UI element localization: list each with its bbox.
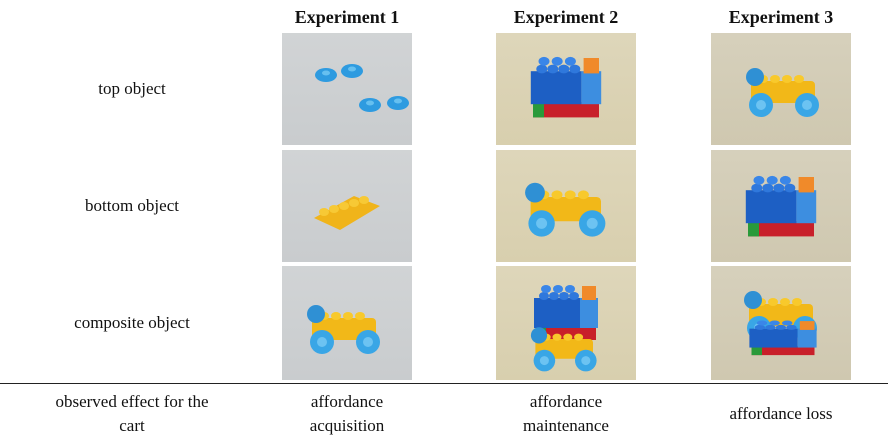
photo — [282, 150, 412, 262]
row-label: bottom object — [85, 196, 179, 215]
photo — [496, 150, 636, 262]
column-header: Experiment 1 — [294, 7, 400, 27]
footer-text: cart — [119, 416, 145, 435]
column-header: Experiment 2 — [513, 7, 619, 27]
photo — [496, 266, 636, 380]
row-label: composite object — [74, 313, 190, 332]
footer-text: affordance — [529, 392, 603, 411]
column-header: Experiment 3 — [728, 7, 834, 27]
photo — [496, 33, 636, 145]
photo — [282, 33, 412, 145]
table-rule — [0, 383, 888, 384]
photo — [282, 266, 412, 380]
photo — [711, 266, 851, 380]
photo — [711, 150, 851, 262]
row-label: top object — [98, 79, 166, 98]
footer-text: acquisition — [309, 416, 385, 435]
footer-text: affordance — [310, 392, 384, 411]
footer-text: observed effect for the — [55, 392, 209, 411]
footer-text: affordance loss — [729, 404, 833, 423]
photo — [711, 33, 851, 145]
footer-text: maintenance — [523, 416, 609, 435]
